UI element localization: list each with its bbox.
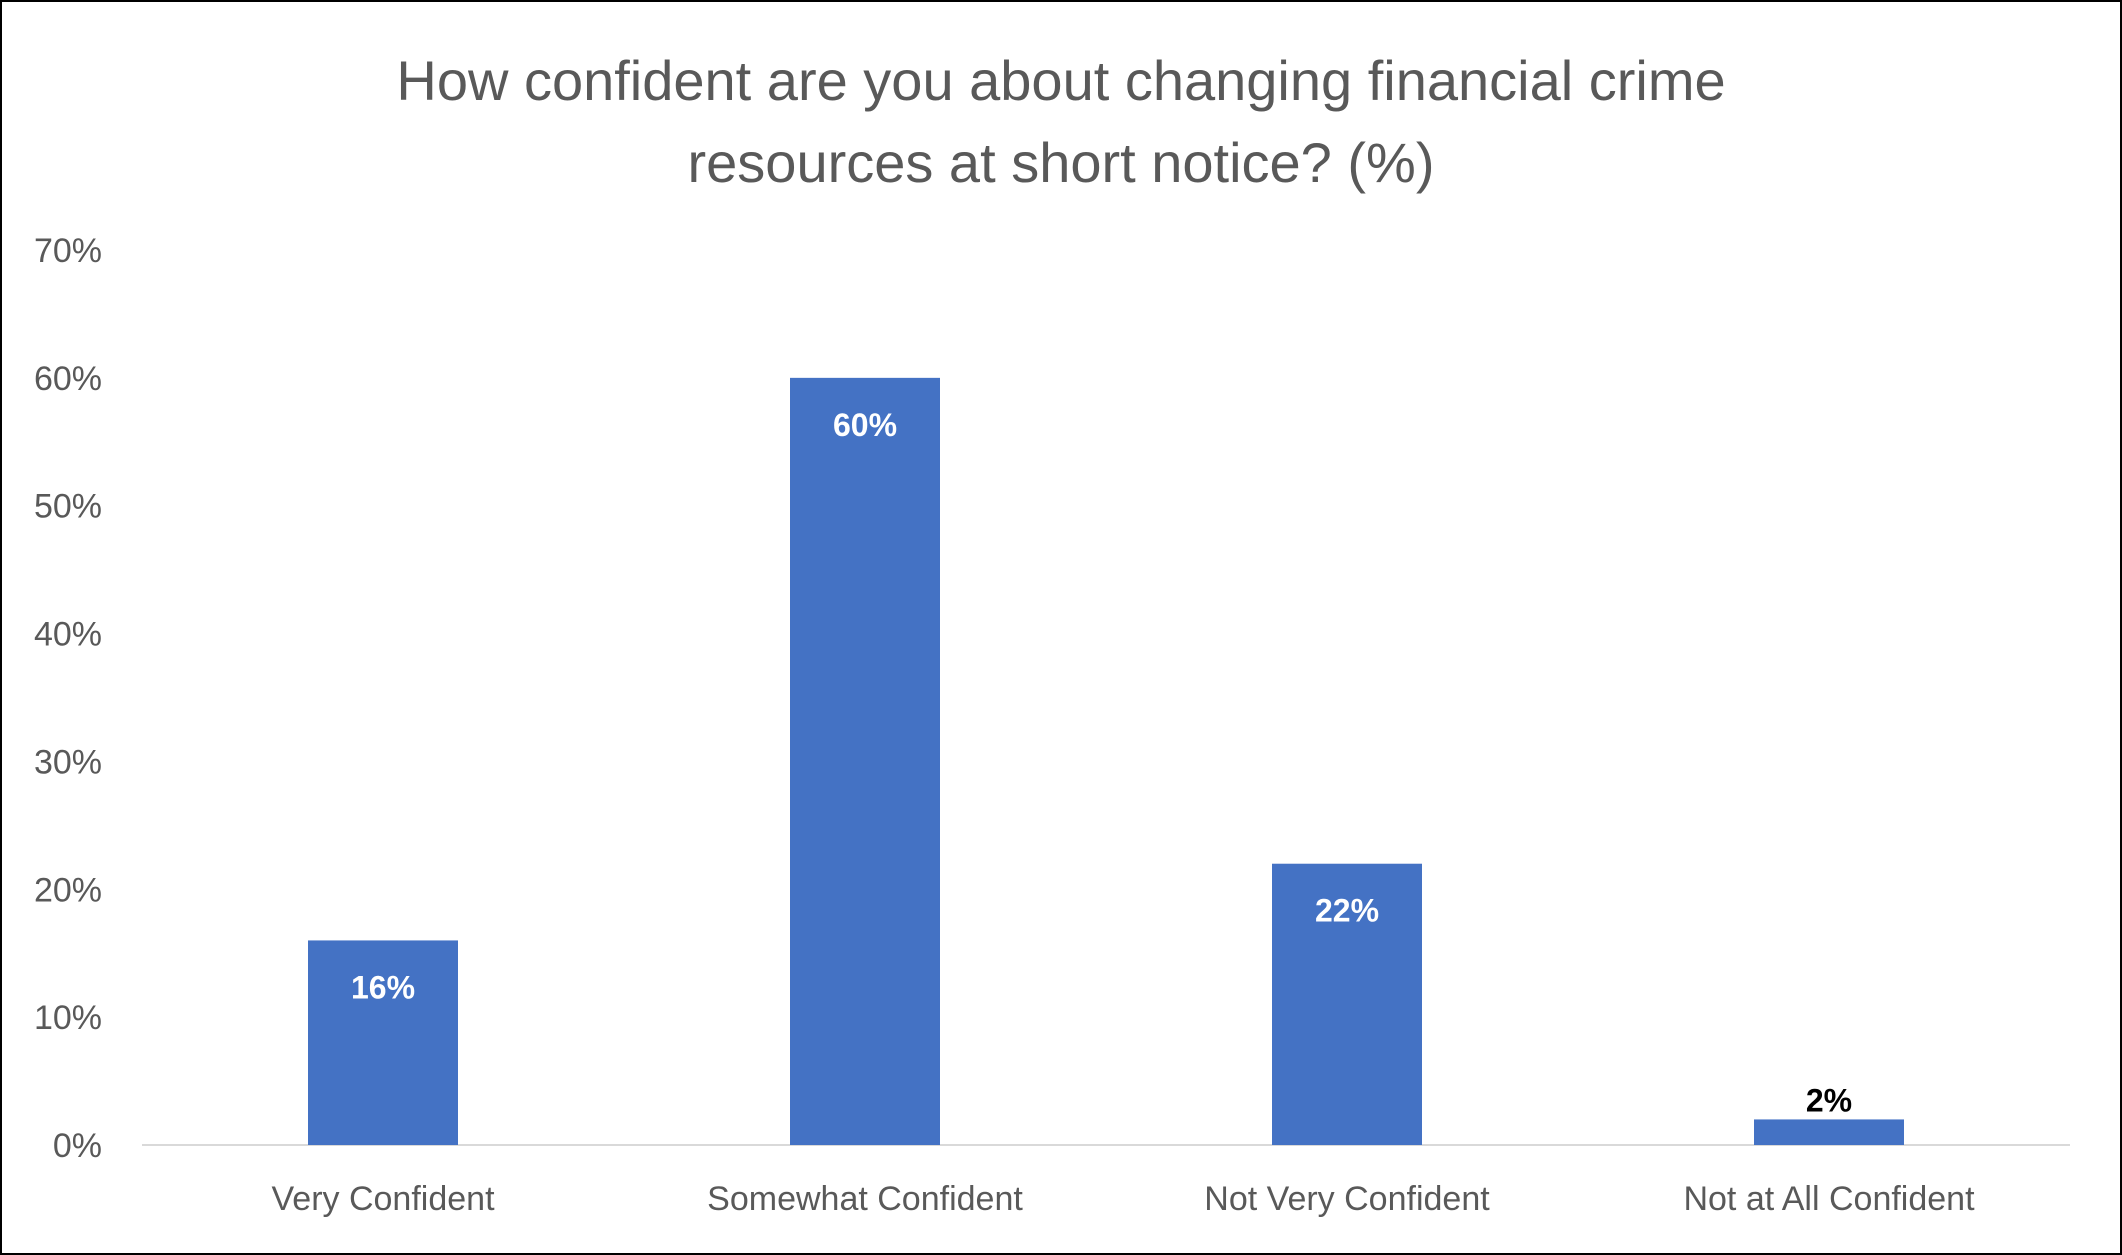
y-tick-label: 70% [34, 232, 102, 270]
y-tick-label: 20% [34, 871, 102, 909]
data-label: 2% [1806, 1082, 1852, 1118]
bar [1754, 1119, 1904, 1145]
y-tick-label: 10% [34, 999, 102, 1037]
x-category-label: Not Very Confident [1204, 1180, 1490, 1218]
y-tick-label: 0% [53, 1127, 102, 1165]
x-category-label: Very Confident [271, 1180, 495, 1218]
chart-title-line-1: How confident are you about changing fin… [396, 49, 1726, 112]
bar [1272, 863, 1422, 1145]
y-tick-label: 40% [34, 616, 102, 654]
data-label: 22% [1315, 893, 1379, 929]
x-category-label: Somewhat Confident [707, 1180, 1023, 1218]
bar [308, 940, 458, 1145]
data-label: 60% [833, 407, 897, 443]
data-label: 16% [351, 969, 415, 1005]
chart-title-line-2: resources at short notice? (%) [687, 131, 1435, 194]
y-tick-label: 60% [34, 360, 102, 398]
y-tick-label: 30% [34, 743, 102, 781]
bar [790, 377, 940, 1145]
chart-title: How confident are you about changing fin… [2, 40, 2120, 204]
y-tick-label: 50% [34, 488, 102, 526]
x-category-label: Not at All Confident [1683, 1180, 1975, 1218]
